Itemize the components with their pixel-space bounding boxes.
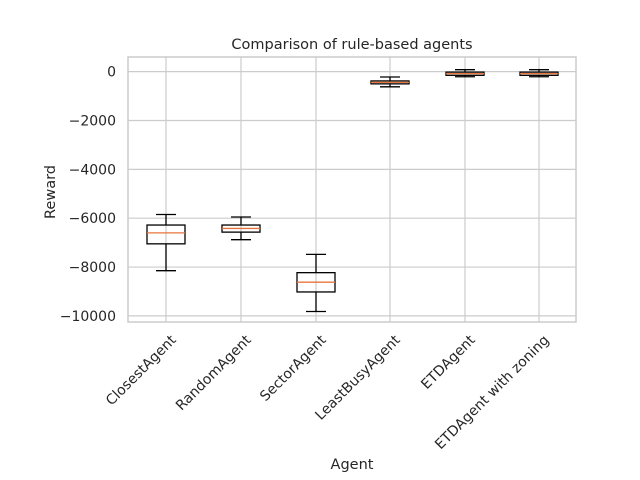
grid-layer <box>128 57 576 322</box>
box-2 <box>221 216 261 241</box>
iqr-box <box>146 224 186 245</box>
x-tick-label: SectorAgent <box>257 332 330 405</box>
x-tick-label: ClosestAgent <box>103 332 180 409</box>
chart-title: Comparison of rule-based agents <box>231 37 472 53</box>
box-5 <box>445 69 485 78</box>
spine-layer <box>127 56 577 323</box>
box-4 <box>370 76 410 88</box>
y-tick-label: 0 <box>107 65 116 81</box>
y-tick-label: −4000 <box>69 162 116 178</box>
x-tick-label: ETDAgent <box>418 332 479 393</box>
y-axis-label: Reward <box>43 165 59 219</box>
box-3 <box>296 253 336 313</box>
axes-frame <box>127 56 577 323</box>
box-layer <box>146 69 559 313</box>
x-axis-label: Agent <box>331 457 374 473</box>
box-1 <box>146 213 186 272</box>
x-tick-label: RandomAgent <box>173 332 255 414</box>
y-tick-label: −2000 <box>69 114 116 130</box>
box-6 <box>519 69 559 78</box>
tick-layer: 0 −2000 −4000 −6000 −8000 −10000 ClosestAgentR… <box>60 65 553 453</box>
y-tick-label: −6000 <box>69 211 116 227</box>
y-tick-label: −10000 <box>60 309 116 325</box>
y-tick-label: −8000 <box>69 260 116 276</box>
